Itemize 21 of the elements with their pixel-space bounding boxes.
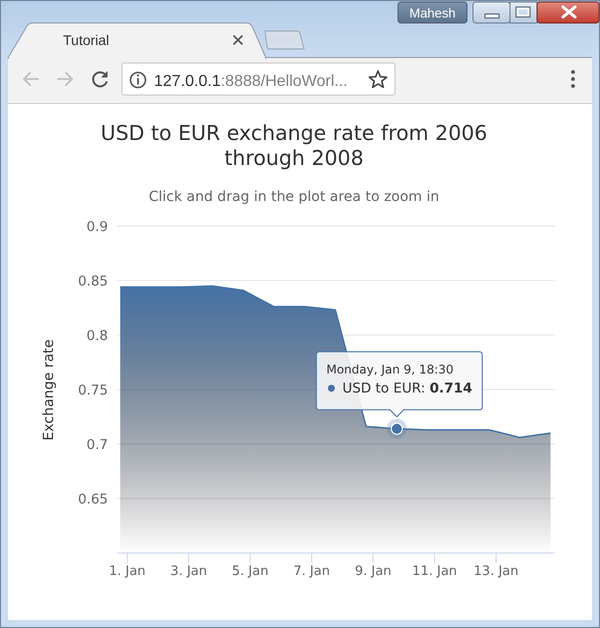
chart-title: USD to EUR exchange rate from 2006 through 2008 [100,121,488,171]
x-tick-label: 7. Jan [293,564,330,580]
chart-subtitle: Click and drag in the plot area to zoom in [148,188,440,206]
y-axis-title: Exchange rate [41,339,57,441]
y-tick-label: 0.9 [86,218,108,235]
x-tick-label: 9. Jan [354,564,392,580]
y-tick-label: 0.75 [78,382,108,398]
x-tick-label: 1. Jan [108,564,146,580]
text: Tutorial [63,32,110,48]
annotation: USD to EUR: 0.714 [342,380,472,397]
x-tick-label: 13. Jan [474,564,519,580]
y-tick-label: 0.85 [78,273,108,290]
y-tick-label: 0.65 [78,491,108,508]
annotation: Monday, Jan 9, 18:30 [326,362,454,377]
y-tick-label: 0.8 [86,328,108,344]
x-tick-label: 5. Jan [232,564,268,580]
x-tick-label: 3. Jan [170,564,208,580]
y-tick-label: 0.7 [86,436,108,453]
x-tick-label: 11. Jan [412,564,458,580]
text: Mahesh [409,6,456,20]
text: 127.0.0.1:8888/HelloWorl... [154,73,348,90]
